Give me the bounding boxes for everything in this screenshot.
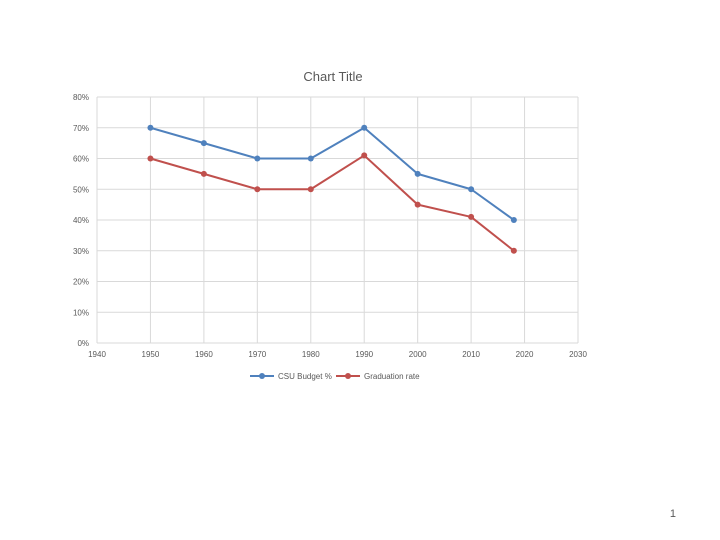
tick-labels: 0% 10% 20% 30% 40% 50% 60% 70% 80% 1940 1950 1960 19… bbox=[73, 93, 587, 359]
y-tick-label: 50% bbox=[73, 185, 89, 194]
x-tick-label: 2000 bbox=[409, 350, 427, 359]
series-2 bbox=[147, 152, 517, 254]
legend-item: CSU Budget % bbox=[250, 372, 332, 381]
x-tick-label: 1940 bbox=[88, 350, 106, 359]
series-line bbox=[150, 126, 515, 221]
chart-title: Chart Title bbox=[303, 69, 362, 84]
x-tick-label: 1990 bbox=[355, 350, 373, 359]
x-tick-label: 2020 bbox=[516, 350, 534, 359]
y-tick-label: 10% bbox=[73, 308, 89, 317]
series-1 bbox=[147, 124, 517, 223]
data-point bbox=[307, 155, 314, 162]
data-point bbox=[147, 124, 154, 131]
y-tick-label: 70% bbox=[73, 124, 89, 133]
data-point bbox=[254, 155, 261, 162]
y-tick-label: 60% bbox=[73, 155, 89, 164]
y-tick-label: 30% bbox=[73, 247, 89, 256]
x-tick-label: 1950 bbox=[142, 350, 160, 359]
x-tick-label: 1980 bbox=[302, 350, 320, 359]
data-point bbox=[414, 170, 421, 177]
data-point bbox=[200, 140, 207, 147]
legend-marker bbox=[259, 373, 265, 379]
y-tick-label: 0% bbox=[77, 339, 89, 348]
data-point bbox=[468, 186, 475, 193]
y-tick-label: 80% bbox=[73, 93, 89, 102]
data-point bbox=[468, 213, 475, 220]
x-tick-label: 1970 bbox=[248, 350, 266, 359]
data-point bbox=[510, 247, 517, 254]
y-tick-label: 40% bbox=[73, 216, 89, 225]
y-tick-label: 20% bbox=[73, 278, 89, 287]
legend: CSU Budget % Graduation rate bbox=[250, 372, 420, 381]
data-point bbox=[200, 170, 207, 177]
series-line bbox=[150, 154, 515, 252]
x-tick-label: 2030 bbox=[569, 350, 587, 359]
legend-label: Graduation rate bbox=[364, 372, 420, 381]
legend-item: Graduation rate bbox=[336, 372, 420, 381]
grid bbox=[96, 96, 579, 344]
legend-marker bbox=[345, 373, 351, 379]
data-point bbox=[361, 124, 368, 131]
x-tick-label: 2010 bbox=[462, 350, 480, 359]
data-point bbox=[307, 186, 314, 193]
data-point bbox=[361, 152, 368, 159]
data-point bbox=[147, 155, 154, 162]
x-tick-label: 1960 bbox=[195, 350, 213, 359]
data-point bbox=[510, 217, 517, 223]
series-lines bbox=[147, 124, 517, 254]
data-point bbox=[414, 201, 421, 208]
data-point bbox=[254, 186, 261, 193]
legend-label: CSU Budget % bbox=[278, 372, 332, 381]
page-number: 1 bbox=[669, 508, 676, 520]
